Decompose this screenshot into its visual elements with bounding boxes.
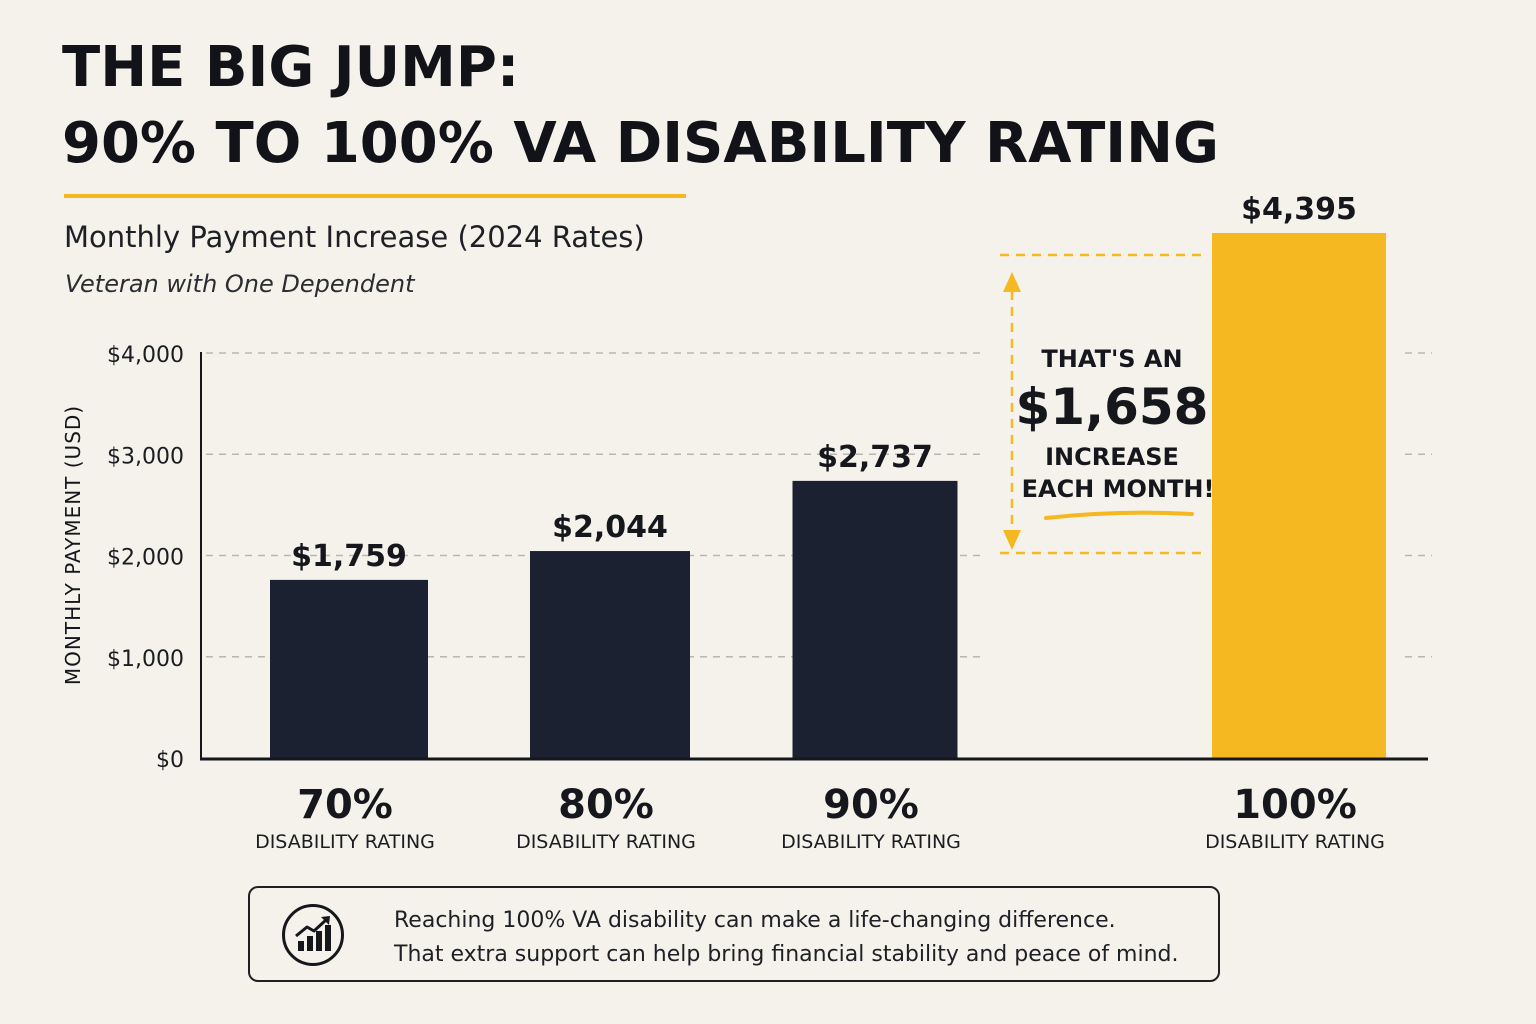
bar-value-label: $2,044 bbox=[552, 510, 668, 545]
category-sublabel: DISABILITY RATING bbox=[255, 831, 435, 853]
y-tick-label: $0 bbox=[156, 748, 184, 773]
bar-value-label: $1,759 bbox=[291, 539, 407, 574]
increase-callout: THAT'S AN $1,658 INCREASE EACH MONTH! bbox=[1000, 253, 1215, 555]
footer-text-line-1: Reaching 100% VA disability can make a l… bbox=[394, 908, 1116, 933]
callout-line-1: THAT'S AN bbox=[1041, 345, 1182, 373]
y-tick-label: $1,000 bbox=[107, 647, 184, 672]
y-tick-label: $2,000 bbox=[107, 546, 184, 571]
title-line-2: 90% TO 100% VA DISABILITY RATING bbox=[62, 111, 1219, 176]
footer-message-box: Reaching 100% VA disability can make a l… bbox=[248, 886, 1220, 982]
y-tick-label: $4,000 bbox=[107, 343, 184, 368]
y-tick-label: $3,000 bbox=[107, 444, 184, 469]
category-label: 70% bbox=[297, 782, 393, 828]
bar bbox=[1212, 233, 1386, 758]
bars: $1,759 70% DISABILITY RATING $2,044 80% DISAB… bbox=[255, 192, 1386, 853]
footer-text-line-2: That extra support can help bring financ… bbox=[394, 942, 1179, 967]
callout-line-3: INCREASE bbox=[1045, 443, 1179, 471]
category-sublabel: DISABILITY RATING bbox=[516, 831, 696, 853]
category-sublabel: DISABILITY RATING bbox=[1205, 831, 1385, 853]
category-label: 100% bbox=[1233, 782, 1357, 828]
y-tick-labels: $0 $1,000 $2,000 $3,000 $4,000 bbox=[107, 343, 184, 773]
category-sublabel: DISABILITY RATING bbox=[781, 831, 961, 853]
category-label: 80% bbox=[558, 782, 654, 828]
arrow-down-icon bbox=[1003, 530, 1021, 550]
chart-subtitle: Monthly Payment Increase (2024 Rates) bbox=[64, 220, 645, 254]
arrow-up-icon bbox=[1003, 272, 1021, 292]
callout-line-4: EACH MONTH! bbox=[1022, 475, 1215, 503]
y-axis-label: MONTHLY PAYMENT (USD) bbox=[61, 405, 85, 685]
bar bbox=[792, 480, 958, 758]
title-line-1: THE BIG JUMP: bbox=[62, 35, 520, 100]
bar bbox=[270, 579, 428, 758]
category-label: 90% bbox=[823, 782, 919, 828]
bar-value-label: $2,737 bbox=[817, 440, 933, 475]
callout-amount: $1,658 bbox=[1016, 378, 1209, 436]
grid-lines bbox=[206, 352, 1432, 658]
chart-subtitle-secondary: Veteran with One Dependent bbox=[65, 270, 415, 298]
chart-growth-icon bbox=[282, 904, 344, 966]
callout-underline bbox=[1044, 510, 1194, 520]
bar-chart: $0 $1,000 $2,000 $3,000 $4,000 MONTHLY PAYME… bbox=[61, 192, 1432, 853]
title-underline bbox=[64, 194, 686, 198]
bar-value-label: $4,395 bbox=[1241, 192, 1357, 227]
bar bbox=[530, 551, 690, 758]
